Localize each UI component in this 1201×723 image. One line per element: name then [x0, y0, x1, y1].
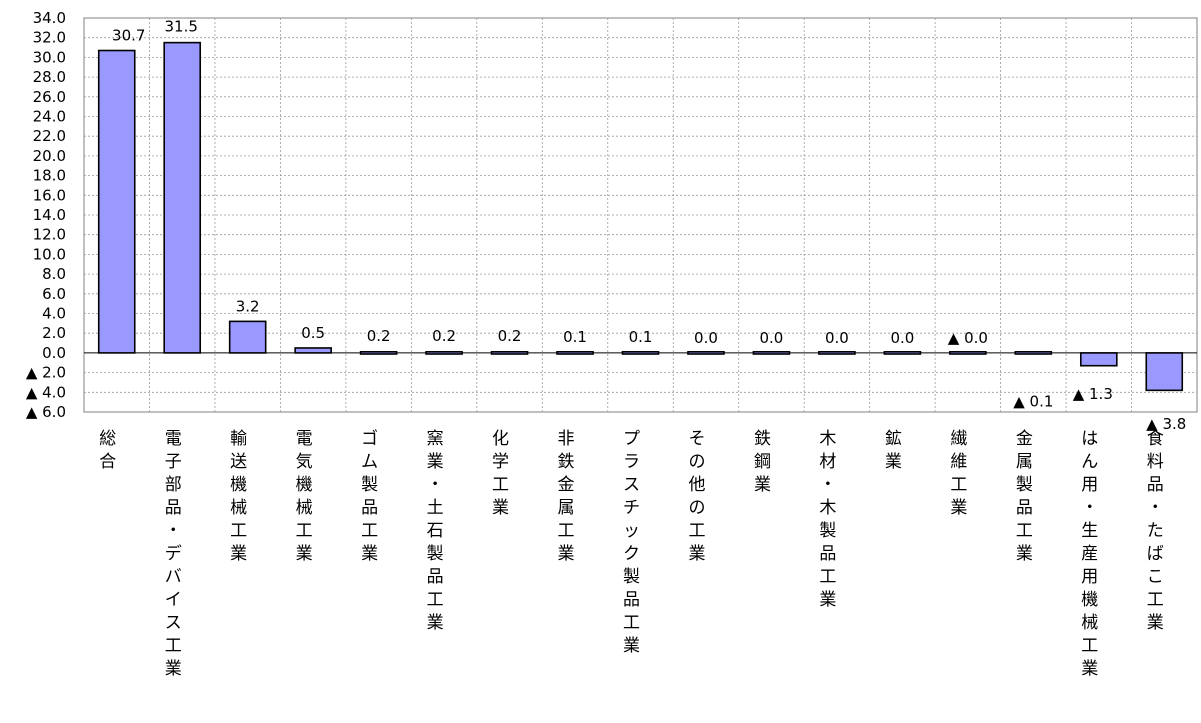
bar: [1014, 350, 1053, 355]
y-tick-label: 8.0: [42, 265, 66, 283]
data-label: ▲ 3.8: [1146, 415, 1186, 433]
data-label: 0.5: [301, 324, 325, 342]
y-tick-label: 28.0: [33, 68, 66, 86]
data-label: 0.1: [629, 328, 653, 346]
category-label: 窯業・土石製品工業: [427, 429, 444, 633]
y-tick-label: 14.0: [33, 206, 66, 224]
y-tick-label: 10.0: [33, 245, 66, 263]
y-tick-label: 2.0: [42, 324, 66, 342]
category-label: ゴム製品工業: [361, 428, 378, 564]
category-label: 鉄鋼業: [754, 429, 771, 495]
y-tick-label: 6.0: [42, 285, 66, 303]
category-label: 電子部品・デバイス工業: [165, 429, 182, 679]
y-tick-label: ▲ 6.0: [26, 403, 66, 421]
y-tick-label: 18.0: [33, 167, 66, 185]
bar: [425, 350, 463, 355]
category-label: 鉱業: [885, 429, 902, 472]
category-label: はん用・生産用機械工業: [1081, 429, 1098, 679]
category-label: 化学工業: [492, 429, 509, 518]
bar: [752, 350, 791, 355]
data-label: 30.7: [112, 27, 145, 45]
category-label: プラスチック製品工業: [623, 429, 640, 656]
bar: [621, 350, 660, 355]
data-label: 0.0: [694, 329, 718, 347]
data-label: 3.2: [236, 297, 260, 315]
y-tick-label: 4.0: [42, 305, 66, 323]
data-label: 0.2: [367, 327, 391, 345]
data-label: ▲ 1.3: [1073, 385, 1113, 403]
category-label: 繊維工業: [950, 429, 967, 518]
category-label: 木材・木製品工業: [819, 429, 836, 610]
bar: [359, 350, 398, 355]
data-label: ▲ 0.1: [1013, 392, 1053, 410]
bar: [1079, 352, 1118, 367]
bar: [490, 350, 529, 355]
data-label: 31.5: [165, 18, 198, 36]
y-tick-label: 16.0: [33, 186, 66, 204]
y-tick-label: 22.0: [33, 127, 66, 145]
y-tick-label: 20.0: [33, 147, 66, 165]
y-tick-label: 24.0: [33, 108, 66, 126]
category-label: 電気機械工業: [296, 429, 313, 564]
bar: [97, 49, 136, 354]
y-tick-label: 32.0: [33, 29, 66, 47]
data-label: 0.0: [760, 329, 784, 347]
data-label: 0.1: [563, 328, 587, 346]
category-label: その他の工業: [688, 429, 705, 564]
bar: [556, 350, 594, 355]
bar: [883, 350, 922, 355]
category-label: 輸送機械工業: [230, 429, 247, 564]
bar: [163, 41, 202, 354]
bar: [294, 347, 332, 354]
bar: [1145, 352, 1184, 392]
y-tick-label: 0.0: [42, 344, 66, 362]
y-tick-label: 26.0: [33, 88, 66, 106]
data-label: 0.0: [825, 329, 849, 347]
data-label: 0.2: [498, 327, 522, 345]
data-label: ▲ 0.0: [948, 329, 988, 347]
bar: [949, 350, 987, 355]
data-label: 0.0: [890, 329, 914, 347]
y-tick-label: 30.0: [33, 48, 66, 66]
category-label: 食料品・たばこ工業: [1147, 429, 1164, 633]
bar: [687, 350, 725, 355]
category-label: 非鉄金属工業: [558, 429, 575, 564]
y-tick-label: 12.0: [33, 226, 66, 244]
y-tick-label: ▲ 2.0: [26, 364, 66, 382]
category-label: 金属製品工業: [1016, 429, 1033, 564]
y-tick-label: 34.0: [33, 9, 66, 27]
y-tick-label: ▲ 4.0: [26, 383, 66, 401]
category-label: 総合: [99, 429, 116, 472]
bar: [818, 350, 856, 355]
data-label: 0.2: [432, 327, 456, 345]
bar: [228, 320, 267, 354]
